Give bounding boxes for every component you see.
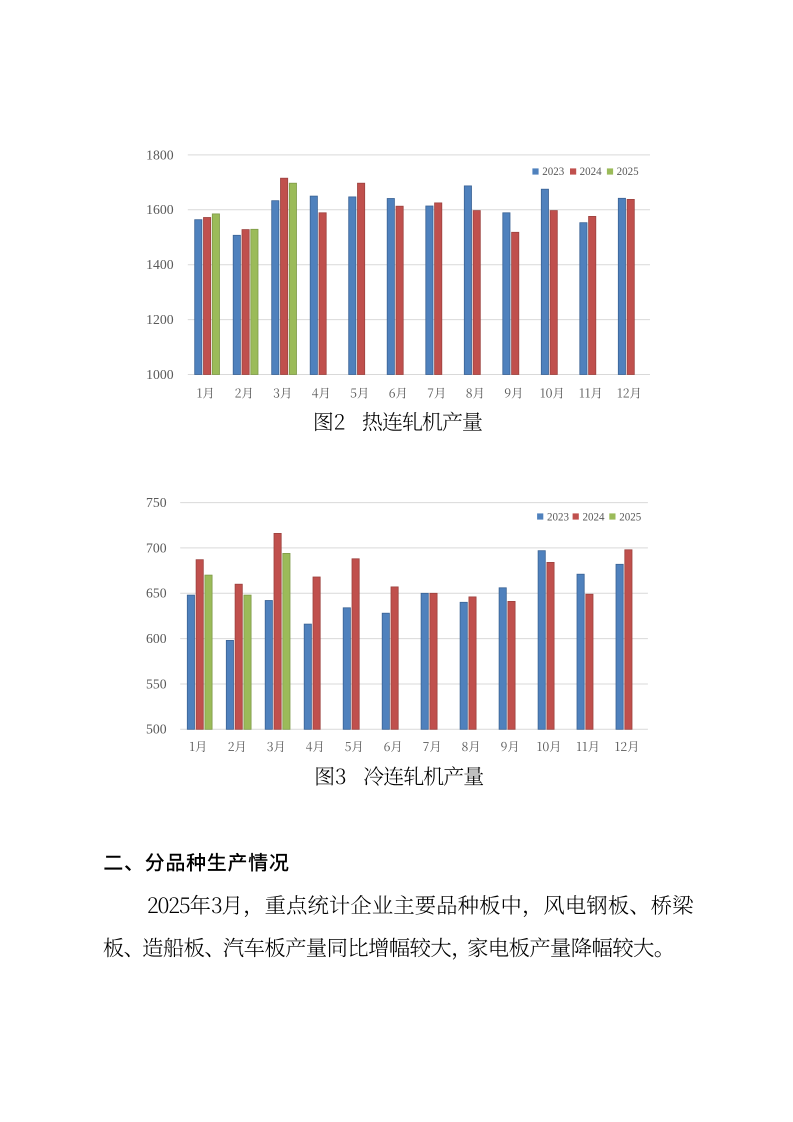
svg-text:2023: 2023	[542, 164, 564, 178]
svg-text:650: 650	[146, 586, 167, 601]
svg-text:1000: 1000	[146, 367, 174, 382]
svg-text:2024: 2024	[583, 509, 605, 523]
svg-text:1200: 1200	[146, 312, 174, 327]
svg-text:2025: 2025	[617, 164, 639, 178]
svg-text:2025: 2025	[619, 509, 641, 523]
svg-text:1600: 1600	[146, 202, 174, 217]
svg-text:2023: 2023	[547, 509, 569, 523]
svg-text:700: 700	[146, 540, 167, 555]
svg-text:1800: 1800	[146, 147, 174, 162]
svg-text:600: 600	[146, 631, 167, 646]
svg-text:550: 550	[146, 676, 167, 691]
svg-text:750: 750	[146, 495, 167, 510]
svg-text:1400: 1400	[146, 257, 174, 272]
svg-text:2024: 2024	[580, 164, 602, 178]
svg-text:500: 500	[146, 722, 167, 737]
